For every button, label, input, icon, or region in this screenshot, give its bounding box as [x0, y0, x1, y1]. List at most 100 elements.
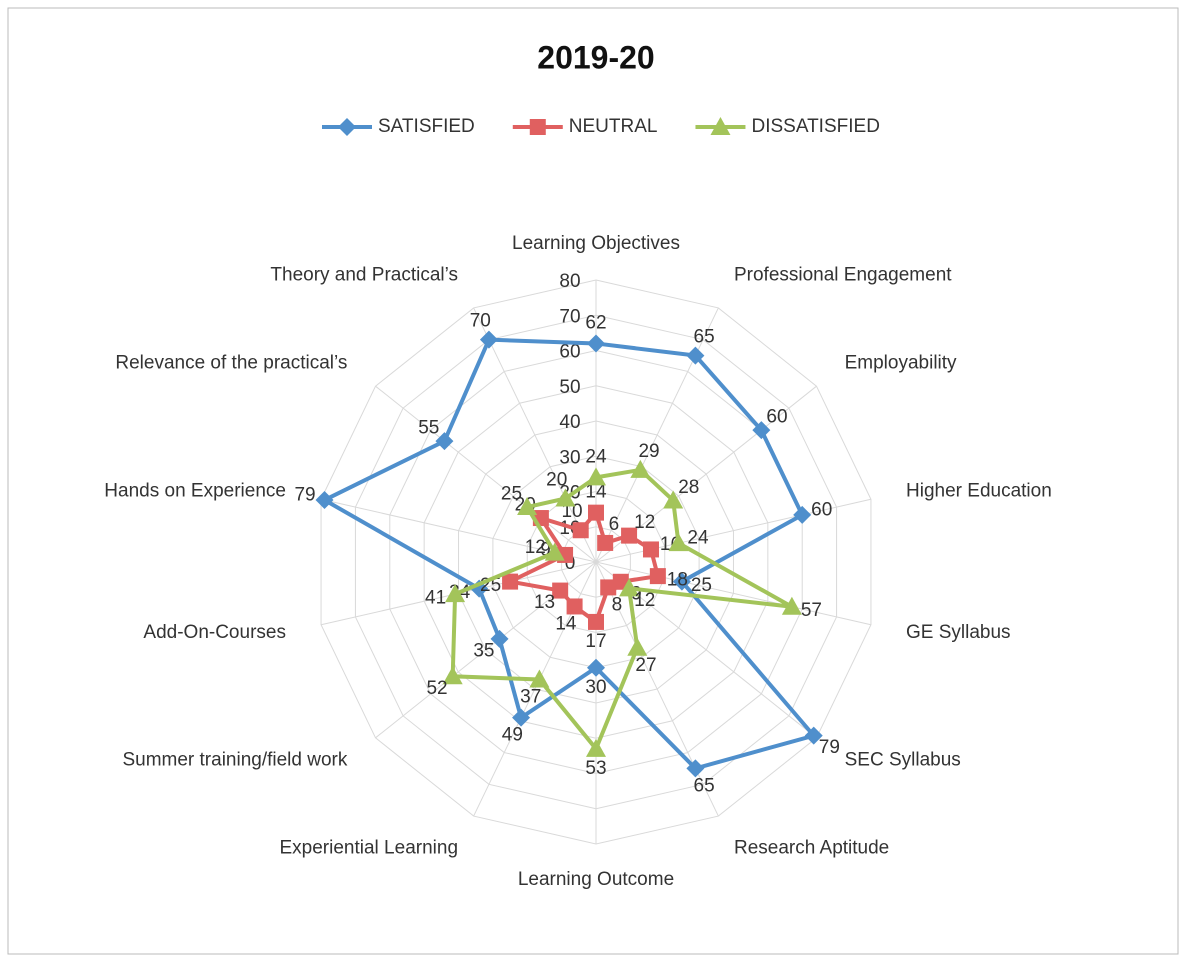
legend-label: NEUTRAL [569, 116, 658, 137]
data-label: 10 [561, 501, 582, 522]
data-label: 60 [811, 500, 832, 521]
marker [435, 432, 454, 451]
marker [490, 629, 509, 648]
category-label: Theory and Practical’s [270, 265, 458, 286]
data-label: 24 [687, 528, 709, 549]
data-label: 8 [612, 594, 623, 615]
data-label: 25 [501, 484, 522, 505]
marker [686, 759, 705, 778]
marker [627, 637, 648, 656]
legend-label: DISSATISFIED [751, 116, 879, 137]
data-label: 27 [635, 655, 656, 676]
marker [649, 568, 666, 585]
data-label: 17 [585, 631, 606, 652]
category-label: Hands on Experience [104, 480, 286, 501]
y-tick-label: 40 [559, 412, 580, 433]
marker [781, 596, 802, 615]
marker [555, 488, 576, 507]
data-label: 28 [678, 477, 699, 498]
marker [672, 572, 691, 591]
data-label: 6 [609, 514, 620, 535]
marker [572, 522, 589, 539]
data-label: 53 [585, 758, 606, 779]
marker [445, 584, 466, 603]
marker [566, 598, 583, 615]
data-label: 30 [585, 677, 606, 698]
marker [686, 346, 705, 365]
marker [588, 613, 604, 630]
spoke [595, 498, 872, 563]
data-label: 14 [585, 482, 607, 503]
marker [619, 578, 640, 597]
category-label: Professional Engagement [734, 265, 952, 286]
category-label: Experiential Learning [280, 838, 459, 859]
chart-title: 2019-20 [537, 39, 654, 75]
data-label: 52 [426, 678, 447, 699]
marker [544, 542, 565, 561]
data-label: 60 [766, 407, 787, 428]
marker [587, 334, 605, 353]
data-label: 62 [585, 312, 606, 333]
data-label: 70 [470, 311, 491, 332]
marker [529, 669, 550, 688]
marker [793, 505, 812, 524]
marker [512, 708, 531, 727]
category-label: SEC Syllabus [845, 749, 961, 770]
data-label: 18 [667, 570, 688, 591]
y-tick-label: 0 [565, 553, 576, 574]
category-label: Summer training/field work [122, 749, 347, 770]
marker [597, 534, 614, 551]
data-label: 29 [638, 441, 659, 462]
data-label: 9 [540, 540, 551, 561]
marker [642, 541, 659, 558]
marker [338, 118, 356, 136]
marker [710, 117, 731, 135]
data-label: 65 [694, 327, 715, 348]
data-label: 55 [418, 418, 439, 439]
y-tick-label: 50 [559, 377, 580, 398]
data-label: 12 [634, 512, 655, 533]
data-label: 57 [801, 600, 822, 621]
data-label: 13 [534, 592, 555, 613]
marker [479, 330, 498, 349]
marker [612, 573, 629, 590]
data-label: 37 [520, 687, 541, 708]
data-label: 12 [525, 537, 546, 558]
data-label: 79 [819, 737, 840, 758]
category-label: GE Syllabus [906, 622, 1011, 643]
data-label: 49 [502, 725, 523, 746]
marker [529, 119, 546, 135]
data-label: 65 [694, 775, 715, 796]
marker [600, 579, 617, 596]
y-tick-label: 70 [559, 306, 580, 327]
marker [442, 666, 463, 685]
marker [621, 527, 638, 544]
marker [587, 658, 605, 677]
y-tick-label: 30 [559, 447, 580, 468]
data-label: 14 [555, 613, 577, 634]
spoke [473, 307, 597, 563]
marker [588, 504, 604, 521]
marker [586, 738, 606, 757]
marker [804, 726, 823, 745]
marker [663, 490, 684, 509]
marker [630, 459, 651, 478]
marker [552, 582, 569, 599]
data-label: 79 [294, 485, 315, 506]
data-label: 35 [473, 640, 494, 661]
data-label: 41 [425, 588, 446, 609]
category-label: Add-On-Courses [143, 622, 286, 643]
data-label: 24 [585, 446, 607, 467]
category-label: Employability [845, 353, 957, 374]
category-label: Higher Education [906, 480, 1052, 501]
marker [586, 467, 606, 486]
category-label: Research Aptitude [734, 838, 889, 859]
category-label: Learning Outcome [518, 869, 674, 890]
legend-label: SATISFIED [378, 116, 475, 137]
spoke [375, 385, 597, 563]
marker [752, 421, 771, 440]
data-label: 12 [634, 590, 655, 611]
spoke [595, 561, 872, 626]
category-label: Learning Objectives [512, 233, 680, 254]
